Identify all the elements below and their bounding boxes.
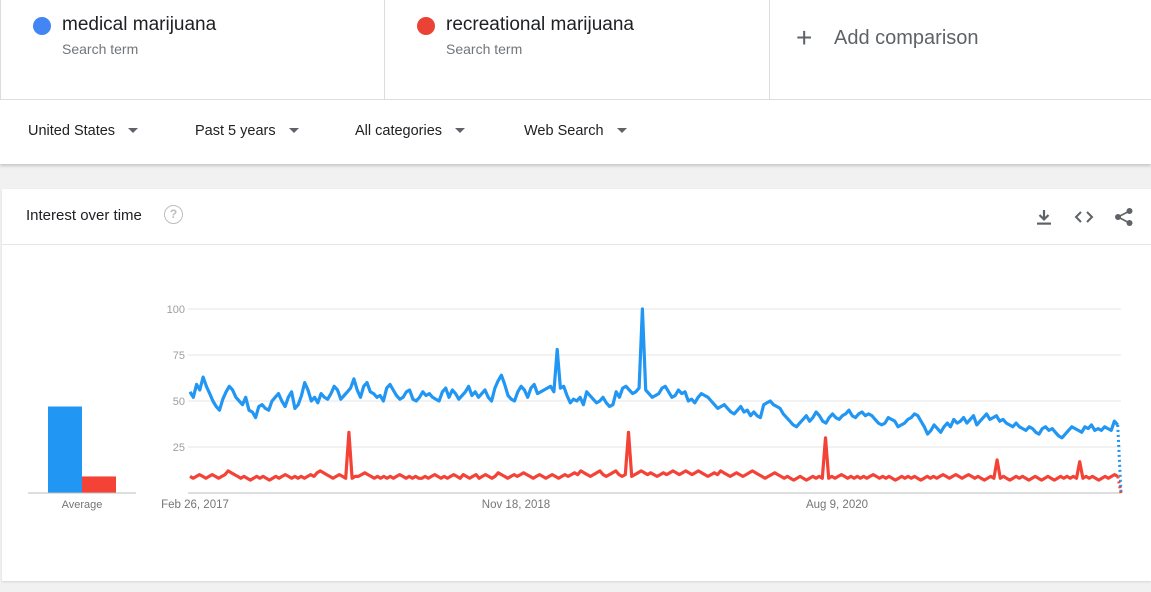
x-tick-label: Feb 26, 2017: [161, 499, 229, 511]
share-icon[interactable]: [1113, 206, 1135, 228]
add-comparison-button[interactable]: + Add comparison: [770, 0, 1151, 100]
y-tick-label: 25: [173, 442, 185, 454]
search-term-name-2[interactable]: recreational marijuana: [446, 14, 634, 35]
search-type-dropdown[interactable]: Web Search: [524, 123, 627, 139]
category-dropdown[interactable]: All categories: [355, 123, 466, 139]
plus-icon: +: [796, 22, 813, 53]
download-icon[interactable]: [1033, 206, 1055, 228]
time-range-dropdown[interactable]: Past 5 years: [195, 123, 299, 139]
average-bar-1: [48, 406, 82, 493]
filters-bar: United States Past 5 years All categorie…: [0, 100, 1151, 164]
search-term-type-2: Search term: [446, 41, 523, 57]
interest-over-time-chart: 100 75 50 25 Feb 26, 2017 Nov 18, 2018 Aug 9, …: [28, 304, 1123, 511]
search-term-card-2[interactable]: recreational marijuana Search term: [385, 0, 770, 100]
interest-over-time-card: Interest over time ? 100 75 50 25 Feb 26, 20…: [2, 189, 1151, 581]
category-dropdown-label: All categories: [355, 123, 443, 139]
search-term-type-1: Search term: [62, 41, 139, 57]
add-comparison-label: Add comparison: [834, 27, 979, 49]
x-tick-label: Aug 9, 2020: [806, 499, 868, 511]
average-label: Average: [62, 499, 103, 511]
search-type-dropdown-label: Web Search: [524, 123, 604, 139]
y-tick-label: 100: [167, 304, 185, 316]
series-line-2: [189, 430, 1119, 482]
caret-down-icon: [455, 127, 466, 133]
region-dropdown-label: United States: [28, 123, 116, 139]
card-title: Interest over time: [26, 207, 142, 224]
time-range-dropdown-label: Past 5 years: [195, 123, 276, 139]
search-term-card-1[interactable]: medical marijuana Search term: [0, 0, 385, 100]
average-bar-2: [82, 476, 116, 493]
series-line-1: [188, 307, 1119, 440]
caret-down-icon: [288, 127, 299, 133]
embed-code-icon[interactable]: [1073, 206, 1095, 228]
search-terms-bar: medical marijuana Search term recreation…: [0, 0, 1151, 100]
search-term-name-1[interactable]: medical marijuana: [62, 14, 217, 35]
term-color-dot-2: [417, 17, 435, 35]
term-color-dot-1: [33, 17, 51, 35]
caret-down-icon: [616, 127, 627, 133]
y-tick-label: 75: [173, 350, 185, 362]
caret-down-icon: [128, 127, 139, 133]
card-header: Interest over time ?: [2, 189, 1151, 245]
x-tick-label: Nov 18, 2018: [482, 499, 550, 511]
region-dropdown[interactable]: United States: [28, 123, 139, 139]
help-icon[interactable]: ?: [164, 205, 183, 224]
series-partial-segment-1: [1116, 424, 1123, 494]
y-tick-label: 50: [173, 396, 185, 408]
